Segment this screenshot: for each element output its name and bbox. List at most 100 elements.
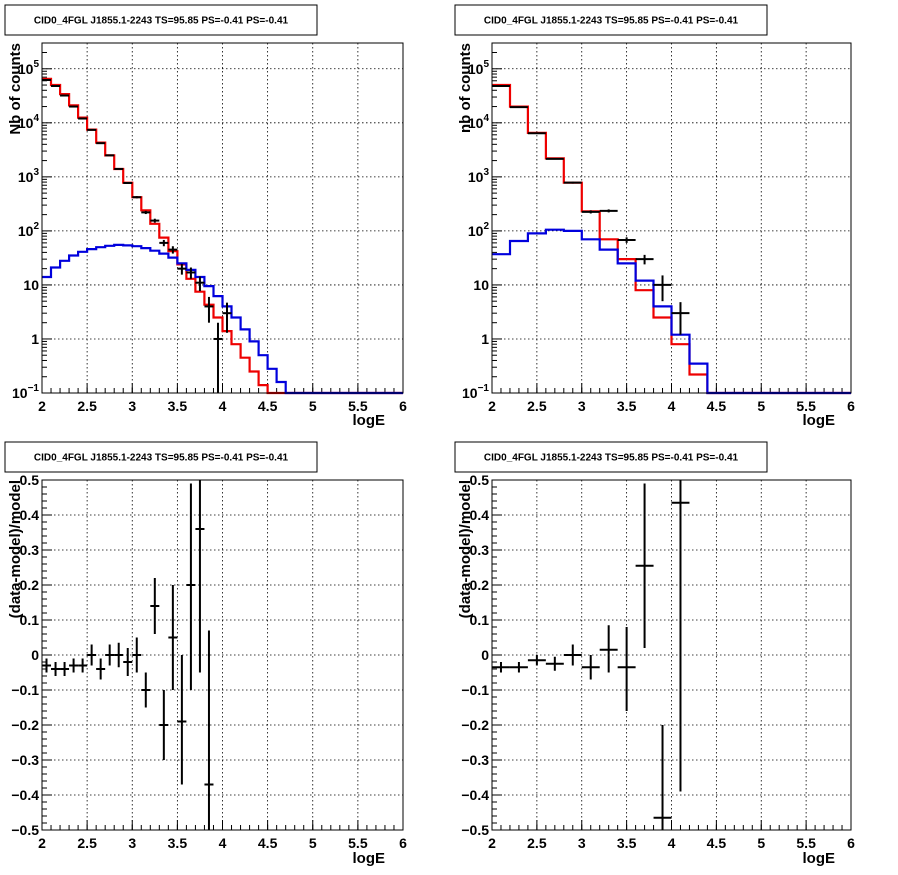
y-tick-label: −0.1 <box>461 682 489 698</box>
x-tick-label: 2 <box>38 835 46 851</box>
y-tick-label: 0.4 <box>20 507 40 523</box>
data-point <box>150 218 160 223</box>
data-point <box>69 658 79 673</box>
data-point <box>599 625 618 673</box>
plot-frame <box>491 479 852 831</box>
data-point <box>563 644 582 666</box>
data-point <box>635 254 654 265</box>
y-tick-label: 0.1 <box>20 612 40 628</box>
chart-title: CID0_4FGL J1855.1-2243 TS=95.85 PS=-0.41… <box>484 453 739 464</box>
x-tick-label: 2 <box>488 835 496 851</box>
y-tick-label: −0.1 <box>11 682 39 698</box>
chart-panel-tl: CID0_4FGL J1855.1-2243 TS=95.85 PS=-0.41… <box>4 4 407 429</box>
data-point <box>87 644 97 666</box>
y-axis-label: (data-model)/model <box>457 480 474 618</box>
data-point <box>186 267 196 279</box>
data-point <box>186 483 196 690</box>
plot-frame <box>491 42 852 394</box>
y-tick-label: −0.2 <box>461 717 489 733</box>
data-point <box>123 181 133 184</box>
data-point <box>545 157 564 160</box>
y-tick-label: −0.5 <box>461 822 489 838</box>
data-point <box>42 658 52 673</box>
chart-panel-tr: CID0_4FGL J1855.1-2243 TS=95.85 PS=-0.41… <box>454 4 855 429</box>
x-tick-label: 6 <box>399 398 407 414</box>
data-point <box>114 642 124 668</box>
x-axis-label: logE <box>803 850 836 867</box>
title-box <box>454 441 768 473</box>
data-point <box>635 483 654 648</box>
y-tick-label: −0.3 <box>11 752 39 768</box>
data-point <box>105 154 115 157</box>
x-tick-label: 2.5 <box>77 398 97 414</box>
data-point <box>581 210 600 214</box>
data-point <box>492 662 510 673</box>
data-point <box>96 658 106 680</box>
x-tick-label: 4 <box>668 835 676 851</box>
y-tick-label: 103 <box>468 167 490 185</box>
data-point <box>87 128 97 131</box>
y-tick-label: −0.2 <box>11 717 39 733</box>
y-tick-label: 102 <box>468 221 490 239</box>
y-tick-label: 0.3 <box>20 542 40 558</box>
x-tick-label: 3.5 <box>168 398 188 414</box>
x-tick-label: 4.5 <box>258 835 278 851</box>
x-axis-label: logE <box>353 412 386 429</box>
data-point <box>195 276 205 292</box>
y-tick-label: 10 <box>23 277 39 293</box>
x-tick-label: 5.5 <box>796 835 816 851</box>
y-tick-label: 0.4 <box>470 507 490 523</box>
y-tick-label: 105 <box>18 59 40 77</box>
data-point <box>213 322 223 393</box>
data-point <box>159 690 169 760</box>
y-tick-label: 104 <box>468 113 490 131</box>
data-point <box>222 302 232 333</box>
chart-panel-bl: CID0_4FGL J1855.1-2243 TS=95.85 PS=-0.41… <box>4 441 407 867</box>
data-point <box>581 655 600 680</box>
data-point <box>671 480 690 792</box>
x-tick-label: 4 <box>219 835 227 851</box>
x-tick-label: 5 <box>757 835 765 851</box>
data-point <box>150 578 160 634</box>
data-point <box>195 480 205 673</box>
y-tick-label: −0.4 <box>11 787 39 803</box>
y-tick-label: −0.3 <box>461 752 489 768</box>
y-tick-label: 1 <box>31 331 39 347</box>
y-tick-label: 0.2 <box>470 577 490 593</box>
y-tick-label: −0.4 <box>461 787 489 803</box>
x-tick-label: 3 <box>128 835 136 851</box>
title-box <box>454 4 768 36</box>
y-axis-label: Nb of counts <box>7 43 24 135</box>
data-point <box>527 132 546 135</box>
data-point <box>599 209 618 213</box>
y-tick-label: 1 <box>481 331 489 347</box>
x-tick-label: 5 <box>309 398 317 414</box>
data-point <box>617 627 636 711</box>
y-tick-label: 0 <box>481 647 489 663</box>
data-point <box>563 181 582 184</box>
y-tick-label: 0.2 <box>20 577 40 593</box>
x-tick-label: 5.5 <box>348 835 368 851</box>
data-point <box>671 302 690 335</box>
x-tick-label: 6 <box>399 835 407 851</box>
x-tick-label: 2.5 <box>527 835 547 851</box>
x-tick-label: 2 <box>38 398 46 414</box>
x-tick-label: 3.5 <box>617 398 637 414</box>
data-point <box>177 655 187 785</box>
y-tick-label: 0.1 <box>470 612 490 628</box>
chart-panel-br: CID0_4FGL J1855.1-2243 TS=95.85 PS=-0.41… <box>454 441 855 867</box>
data-point <box>123 648 133 676</box>
y-axis-label: nb of counts <box>457 43 474 133</box>
chart-title: CID0_4FGL J1855.1-2243 TS=95.85 PS=-0.41… <box>34 16 289 27</box>
data-point <box>60 662 70 676</box>
data-point <box>617 237 636 243</box>
x-tick-label: 2.5 <box>77 835 97 851</box>
data-point <box>177 263 187 275</box>
y-tick-label: 10−1 <box>462 383 489 401</box>
plot-frame <box>41 42 404 394</box>
x-tick-label: 3 <box>578 398 586 414</box>
x-tick-label: 2 <box>488 398 496 414</box>
x-tick-label: 6 <box>847 835 855 851</box>
data-point <box>78 658 88 673</box>
